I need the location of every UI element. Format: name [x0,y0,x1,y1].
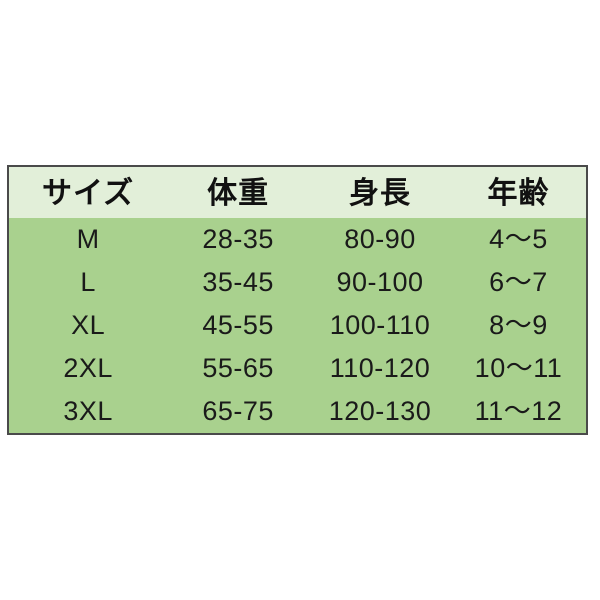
cell-age: 11～12 [451,390,587,434]
cell-size: XL [8,304,167,347]
column-header-weight-label: 体重 [207,176,270,210]
cell-weight: 28-35 [167,218,309,261]
cell-size: L [8,261,167,304]
table-row: XL 45-55 100-110 8～9 [8,304,587,347]
cell-height-value: 80-90 [344,224,416,254]
cell-height-value: 90-100 [336,267,424,297]
table-row: L 35-45 90-100 6～7 [8,261,587,304]
cell-weight-value: 55-65 [202,353,274,383]
header-row: サイズ 体重 身長 年齢 [8,166,587,218]
table-row: 3XL 65-75 120-130 11～12 [8,390,587,434]
cell-age: 4～5 [451,218,587,261]
column-header-height: 身長 [309,166,451,218]
column-header-height-label: 身長 [348,176,411,210]
cell-height: 90-100 [309,261,451,304]
cell-age: 6～7 [451,261,587,304]
cell-height: 110-120 [309,347,451,390]
cell-weight-value: 35-45 [202,267,274,297]
cell-age: 8～9 [451,304,587,347]
cell-age-value: 11～12 [474,396,563,426]
cell-age-value: 8～9 [489,310,548,340]
cell-weight: 55-65 [167,347,309,390]
size-chart-table: サイズ 体重 身長 年齢 M 28-35 80-90 4～5 [7,165,588,435]
column-header-weight: 体重 [167,166,309,218]
cell-height: 80-90 [309,218,451,261]
cell-age-value: 6～7 [489,267,548,297]
cell-size-value: 2XL [63,353,113,383]
cell-size-value: L [80,267,96,297]
cell-size: 2XL [8,347,167,390]
cell-weight-value: 28-35 [202,224,274,254]
table-row: 2XL 55-65 110-120 10～11 [8,347,587,390]
cell-size-value: M [76,224,100,254]
cell-height-value: 120-130 [328,396,432,426]
column-header-age-label: 年齢 [487,176,550,210]
cell-weight-value: 45-55 [202,310,274,340]
size-chart-body: M 28-35 80-90 4～5 L 35-45 90-100 6～7 XL … [8,218,587,434]
cell-height: 120-130 [309,390,451,434]
table-row: M 28-35 80-90 4～5 [8,218,587,261]
cell-height-value: 100-110 [329,310,431,340]
cell-size: M [8,218,167,261]
cell-size-value: 3XL [63,396,113,426]
cell-size: 3XL [8,390,167,434]
column-header-age: 年齢 [451,166,587,218]
cell-height-value: 110-120 [329,353,431,383]
cell-size-value: XL [71,310,106,340]
cell-age-value: 4～5 [489,224,548,254]
cell-weight-value: 65-75 [202,396,274,426]
cell-age: 10～11 [451,347,587,390]
cell-weight: 45-55 [167,304,309,347]
cell-weight: 35-45 [167,261,309,304]
cell-age-value: 10～11 [474,353,563,383]
cell-weight: 65-75 [167,390,309,434]
column-header-size: サイズ [8,166,167,218]
size-chart-header: サイズ 体重 身長 年齢 [8,166,587,218]
cell-height: 100-110 [309,304,451,347]
column-header-size-label: サイズ [42,176,135,210]
